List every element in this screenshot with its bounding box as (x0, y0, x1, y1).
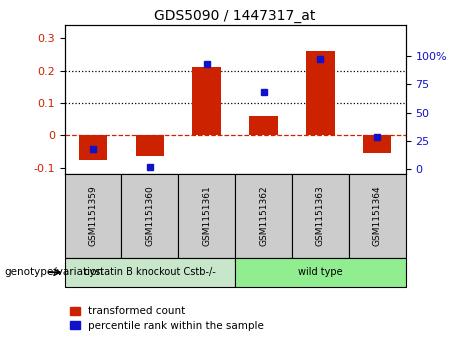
Bar (235, 258, 406, 287)
Bar (65, 174, 121, 258)
Text: GSM1151362: GSM1151362 (259, 185, 268, 246)
Bar (292, 174, 349, 258)
Bar (363, 135, 391, 153)
Bar (136, 135, 164, 156)
Bar (79, 135, 107, 160)
Text: GSM1151360: GSM1151360 (145, 185, 154, 246)
Text: GSM1151363: GSM1151363 (316, 185, 325, 246)
Legend: transformed count, percentile rank within the sample: transformed count, percentile rank withi… (70, 306, 264, 331)
Bar (193, 68, 221, 135)
Bar (306, 51, 335, 135)
Bar (249, 116, 278, 135)
Bar (121, 174, 178, 258)
Title: GDS5090 / 1447317_at: GDS5090 / 1447317_at (154, 9, 316, 23)
Bar (178, 174, 235, 258)
Text: GSM1151361: GSM1151361 (202, 185, 211, 246)
Text: genotype/variation: genotype/variation (5, 267, 104, 277)
Bar (235, 174, 292, 258)
Bar (65, 258, 235, 287)
Text: wild type: wild type (298, 267, 343, 277)
Bar (349, 174, 406, 258)
Text: GSM1151364: GSM1151364 (373, 185, 382, 246)
Text: GSM1151359: GSM1151359 (89, 185, 97, 246)
Text: cystatin B knockout Cstb-/-: cystatin B knockout Cstb-/- (84, 267, 216, 277)
